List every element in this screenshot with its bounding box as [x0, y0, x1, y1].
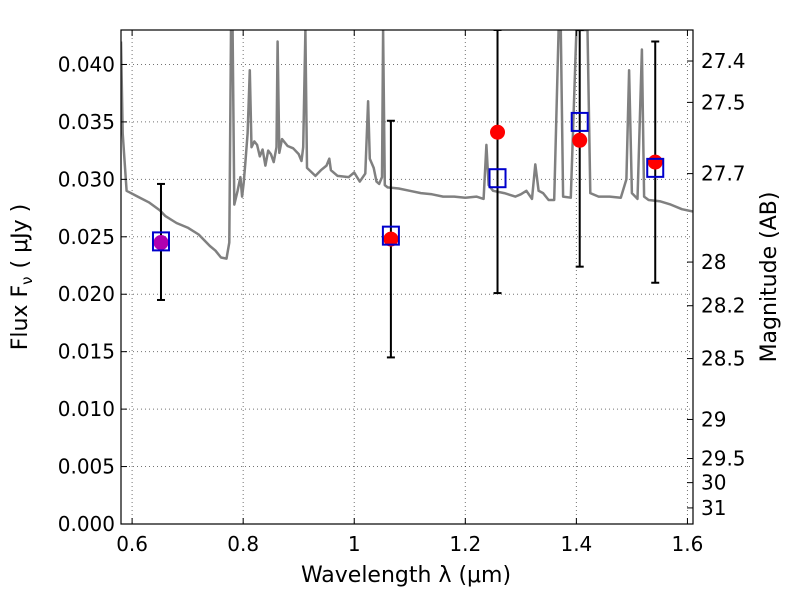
y2-tick-label: 28 [701, 250, 726, 274]
model-flux-square [646, 157, 665, 178]
y2-tick-label: 31 [701, 496, 726, 520]
x-tick-label: 1.6 [672, 532, 704, 556]
y2-tick-label: 29 [701, 407, 726, 431]
model-flux-square [151, 231, 170, 252]
y-tick-label: 0.040 [58, 52, 115, 76]
y2-tick-label: 30 [701, 471, 726, 495]
x-axis-label: Wavelength λ (μm) [301, 563, 511, 588]
y2-tick-label: 27.7 [701, 162, 746, 186]
x-tick-label: 1.2 [449, 532, 481, 556]
y-tick-label: 0.030 [58, 167, 115, 191]
y2-tick-label: 29.5 [701, 447, 746, 471]
y2-tick-label: 27.5 [701, 90, 746, 114]
observed-flux-point [572, 132, 588, 148]
observed-flux-point [153, 235, 169, 251]
y2-tick-label: 28.5 [701, 347, 746, 371]
y-axis-label-main: Flux F [8, 285, 33, 350]
x-tick-label: 1.4 [560, 532, 592, 556]
x-tick-label: 0.6 [116, 532, 148, 556]
grid [121, 30, 693, 525]
template-spectrum-line [121, 30, 693, 260]
observed-flux-point [490, 124, 506, 140]
y-tick-label: 0.020 [58, 282, 115, 306]
y-tick-label: 0.005 [58, 455, 115, 479]
axes: 0.6 0.8 1 1.2 1.4 1.6 0.000 0.005 0.010 0.015 0.02… [58, 30, 746, 556]
y-tick-label: 0.010 [58, 397, 115, 421]
y-tick-label: 0.000 [58, 512, 115, 536]
y-axis-label-unit: ( μJy ) [8, 204, 33, 269]
y-axis-label: Flux Fν ( μJy ) [8, 204, 36, 350]
y2-tick-label: 28.2 [701, 294, 746, 318]
y2-tick-label: 27.4 [701, 49, 746, 73]
observed-flux-point [647, 154, 663, 170]
y-tick-label: 0.025 [58, 225, 115, 249]
model-flux-square [488, 168, 507, 189]
y-tick-label: 0.035 [58, 110, 115, 134]
plot-frame [120, 29, 694, 525]
x-tick-label: 0.8 [227, 532, 259, 556]
y-tick-label: 0.015 [58, 340, 115, 364]
model-flux-square [570, 111, 589, 132]
model-flux-square [381, 225, 400, 246]
y2-axis-label: Magnitude (AB) [757, 192, 782, 363]
plot-area [121, 30, 693, 359]
observed-flux-point [383, 231, 399, 247]
x-tick-label: 1 [348, 532, 361, 556]
y-axis-label-subscript: ν [18, 276, 36, 284]
